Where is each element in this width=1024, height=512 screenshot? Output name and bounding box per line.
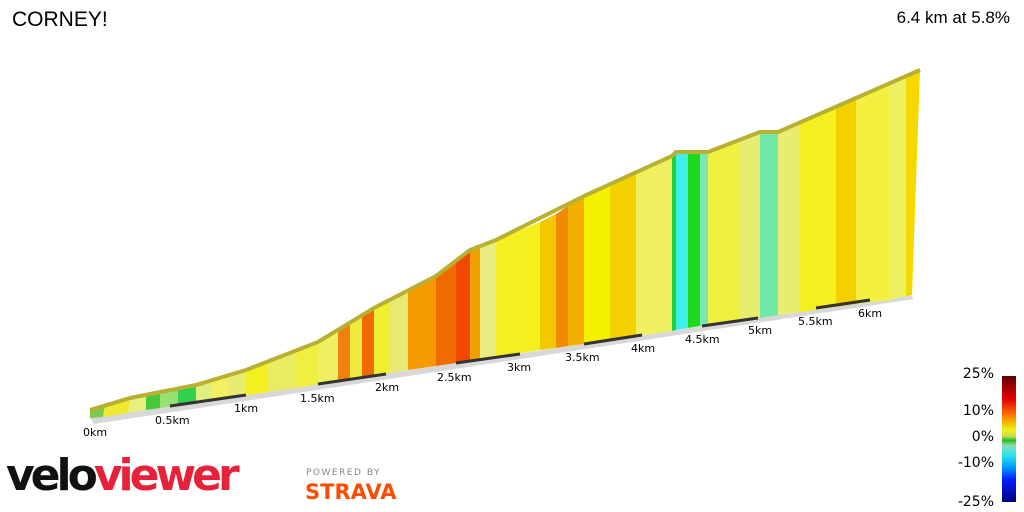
legend-label-minus10: -10% (957, 455, 994, 471)
climb-summary: 6.4 km at 5.8% (896, 8, 1010, 27)
tick-0km: 0km (83, 426, 107, 439)
gradient-segments (90, 70, 920, 418)
profile-base (90, 295, 914, 424)
tick-1.5km: 1.5km (300, 392, 335, 405)
tick-5km: 5km (748, 324, 772, 337)
powered-by-label: POWERED BY (306, 468, 382, 478)
legend-label-25: 25% (962, 366, 994, 382)
legend-label-minus25: -25% (957, 494, 994, 510)
gradient-color-bar (1002, 376, 1016, 502)
legend-label-10: 10% (962, 403, 994, 419)
tick-3.5km: 3.5km (565, 351, 600, 364)
tick-5.5km: 5.5km (798, 315, 833, 328)
distance-tick-labels: 0km 0.5km 1km 1.5km 2km 2.5km 3km 3.5km … (83, 307, 882, 439)
tick-0.5km: 0.5km (155, 414, 190, 427)
tick-2km: 2km (375, 381, 399, 394)
tick-4.5km: 4.5km (685, 333, 720, 346)
gradient-legend: 25% 10% 0% -10% -25% (950, 366, 1024, 512)
legend-label-0: 0% (971, 429, 994, 445)
veloviewer-logo: veloviewer (6, 450, 240, 501)
distance-markers (169, 298, 871, 408)
strava-logo: STRAVA (305, 480, 397, 504)
tick-1km: 1km (234, 402, 258, 415)
tick-2.5km: 2.5km (437, 371, 472, 384)
profile-ridge (89, 68, 921, 412)
tick-4km: 4km (631, 342, 655, 355)
tick-3km: 3km (507, 361, 531, 374)
tick-6km: 6km (858, 307, 882, 320)
climb-title: CORNEY! (12, 8, 108, 31)
